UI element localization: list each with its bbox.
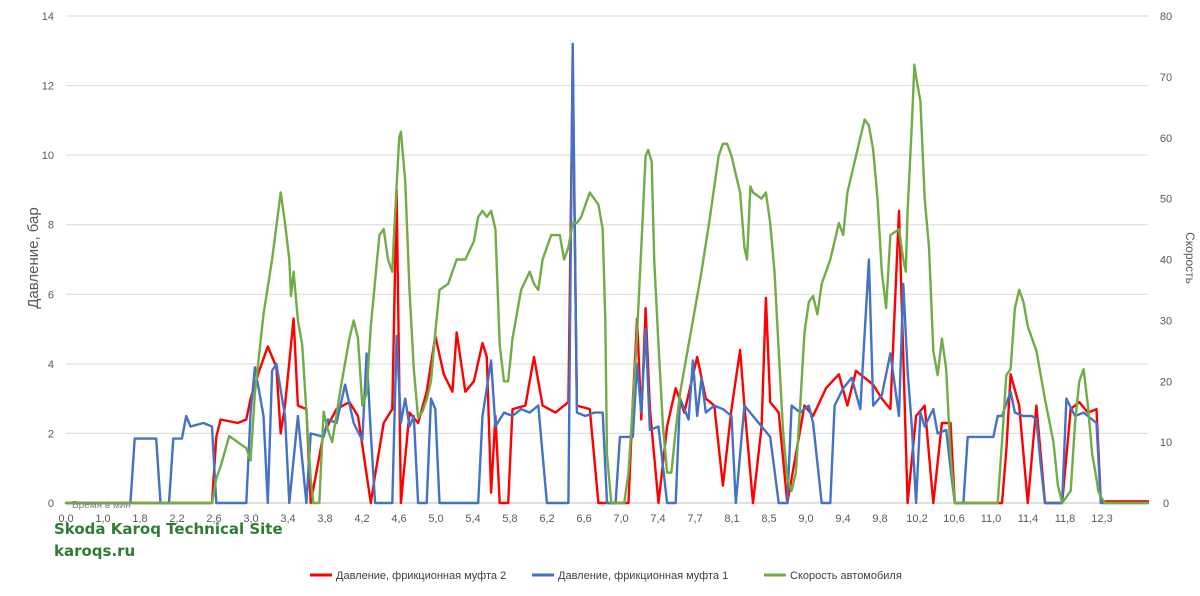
legend-label-2: Скорость автомобиля bbox=[790, 570, 902, 582]
x-tick-label: 9,8 bbox=[872, 513, 887, 525]
x-tick-label: 10,2 bbox=[906, 513, 927, 525]
y-axis-left-ticks: 0 2 4 6 8 10 12 14 bbox=[42, 11, 54, 510]
legend-label-0: Давление, фрикционная муфта 2 bbox=[336, 570, 506, 582]
y-tick-label: 12 bbox=[42, 81, 54, 93]
watermark-url: karoqs.ru bbox=[54, 542, 135, 560]
x-tick-label: 2,6 bbox=[206, 513, 221, 525]
x-tick-label: 6,6 bbox=[576, 513, 591, 525]
x-tick-label: 8,5 bbox=[761, 513, 776, 525]
y2-tick-label: 40 bbox=[1160, 255, 1172, 267]
x-tick-label: 7,4 bbox=[650, 513, 665, 525]
x-tick-label: 3,8 bbox=[317, 513, 332, 525]
x-tick-label: 4,2 bbox=[354, 513, 369, 525]
legend: Давление, фрикционная муфта 2 Давление, ф… bbox=[310, 570, 902, 582]
y-axis-title: Давление, бар bbox=[25, 207, 42, 309]
legend-label-1: Давление, фрикционная муфта 1 bbox=[558, 570, 728, 582]
x-tick-label: 1,0 bbox=[95, 513, 110, 525]
y2-tick-label: 50 bbox=[1160, 194, 1172, 206]
y2-tick-label: 60 bbox=[1160, 133, 1172, 145]
y2-tick-label: 80 bbox=[1160, 11, 1172, 23]
x-tick-label: 11,0 bbox=[981, 513, 1002, 525]
series-line-2 bbox=[64, 63, 1150, 505]
y-axis-right-ticks: 0 10 20 30 40 50 60 70 80 bbox=[1160, 11, 1172, 510]
y2-tick-label: 20 bbox=[1160, 376, 1172, 388]
x-tick-label: 2,2 bbox=[169, 513, 184, 525]
x-tick-label: 5,4 bbox=[465, 513, 480, 525]
y-tick-label: 14 bbox=[42, 11, 54, 23]
x-tick-label: 3,0 bbox=[243, 513, 258, 525]
y-tick-label: 4 bbox=[48, 359, 54, 371]
x-tick-label: 1,8 bbox=[132, 513, 147, 525]
y2-axis-title: Скорость bbox=[1183, 232, 1197, 284]
y2-tick-label: 30 bbox=[1160, 315, 1172, 327]
series-line-1 bbox=[64, 42, 1150, 505]
x-tick-label: 11,8 bbox=[1055, 513, 1076, 525]
y-tick-label: 0 bbox=[48, 498, 54, 510]
x-tick-label: 11,4 bbox=[1018, 513, 1039, 525]
x-tick-label: 7,7 bbox=[687, 513, 702, 525]
x-tick-label: 6,2 bbox=[539, 513, 554, 525]
x-tick-label: 9,4 bbox=[835, 513, 850, 525]
y2-tick-label: 70 bbox=[1160, 72, 1172, 84]
x-tick-label: 12,3 bbox=[1091, 513, 1112, 525]
y-tick-label: 10 bbox=[42, 150, 54, 162]
y-tick-label: 6 bbox=[48, 289, 54, 301]
x-tick-label: 7,0 bbox=[613, 513, 628, 525]
y-tick-label: 2 bbox=[48, 428, 54, 440]
x-tick-label: 0,0 bbox=[58, 513, 73, 525]
x-tick-label: 9,0 bbox=[798, 513, 813, 525]
x-tick-label: 4,6 bbox=[391, 513, 406, 525]
x-tick-label: 5,8 bbox=[502, 513, 517, 525]
x-tick-label: 10,6 bbox=[943, 513, 964, 525]
x-tick-label: 3,4 bbox=[280, 513, 295, 525]
y2-tick-label: 10 bbox=[1160, 437, 1172, 449]
x-axis-title: Время в мин bbox=[72, 500, 131, 511]
x-tick-label: 5,0 bbox=[428, 513, 443, 525]
watermark-title: Skoda Karoq Technical Site bbox=[54, 520, 283, 538]
x-tick-label: 8,1 bbox=[724, 513, 739, 525]
x-axis-ticks: 0,0 1,0 1,8 2,2 2,6 3,0 3,4 3,8 4,2 4,6 5,0 5,4 5,8 6… bbox=[58, 513, 1112, 525]
y2-tick-label: 0 bbox=[1163, 498, 1169, 510]
y-tick-label: 8 bbox=[48, 220, 54, 232]
plot-area bbox=[64, 42, 1150, 505]
